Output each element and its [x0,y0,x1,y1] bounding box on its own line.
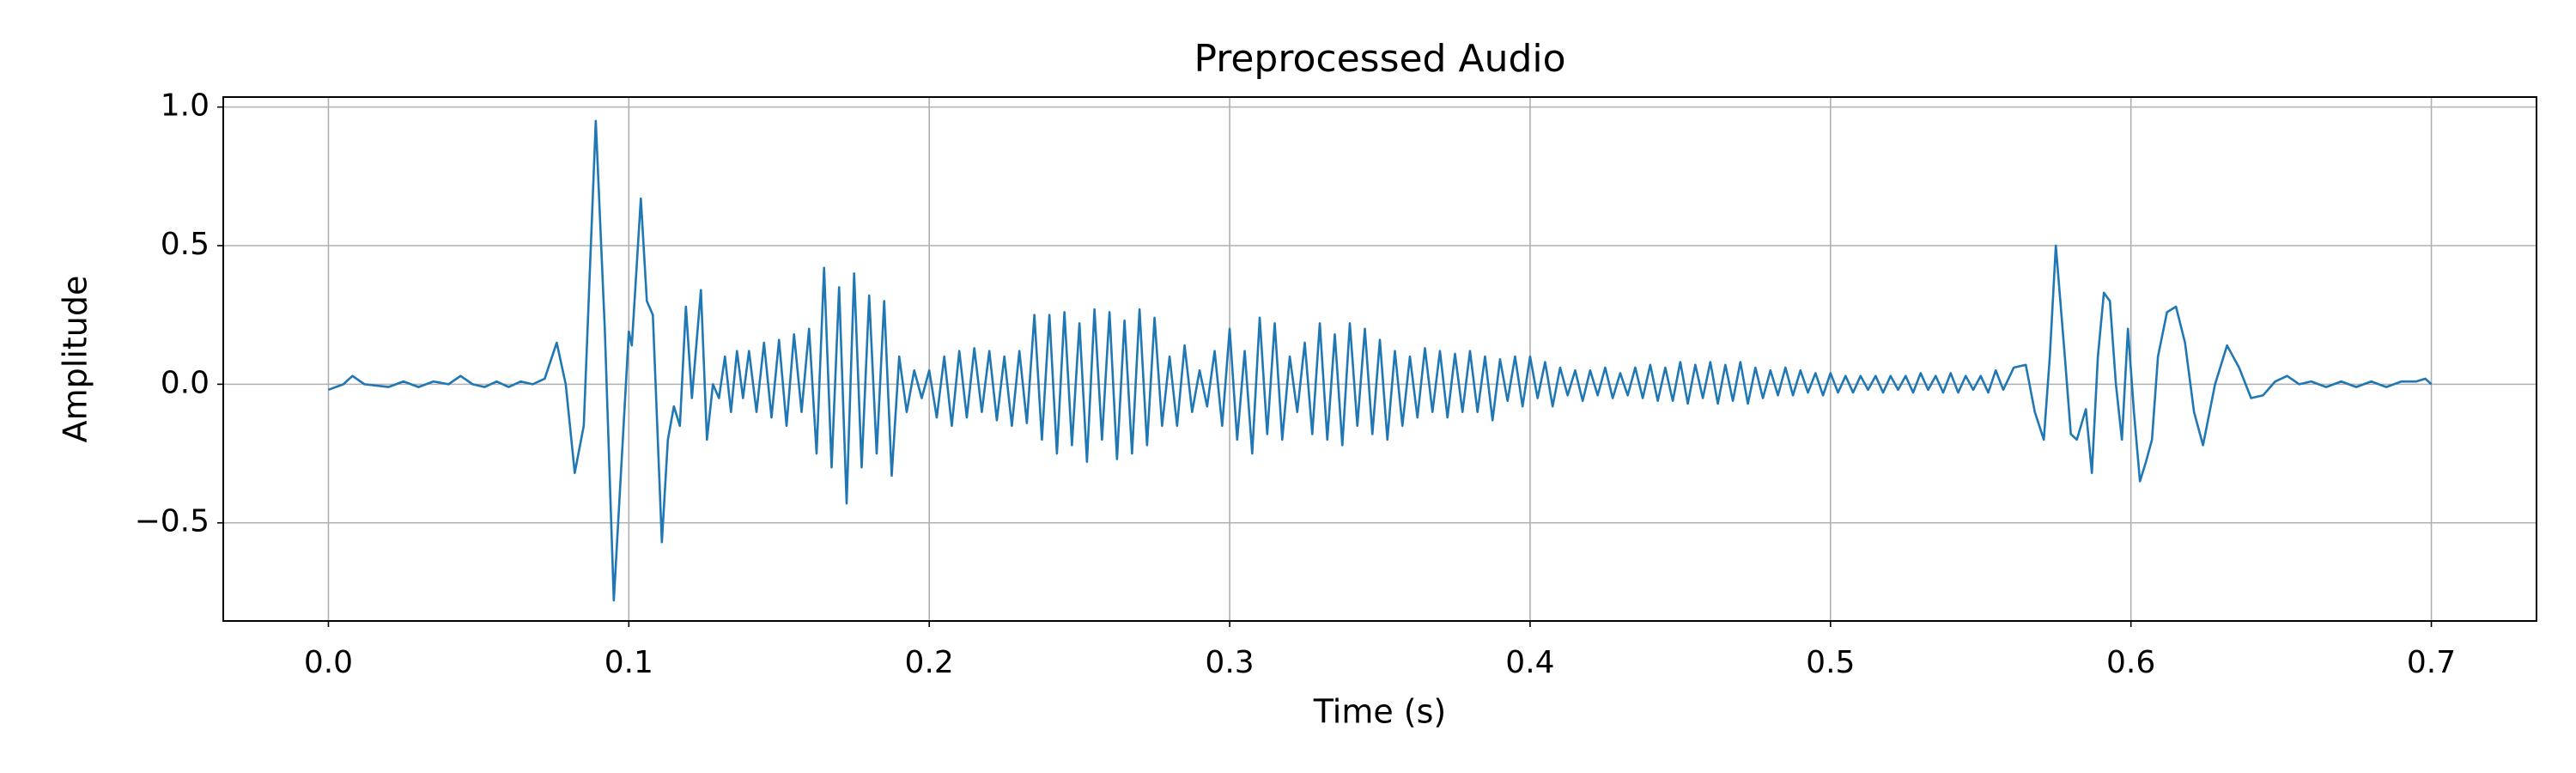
x-tick-label: 0.3 [1205,645,1254,680]
x-axis-label: Time (s) [1313,693,1447,731]
x-tick-label: 0.2 [905,645,954,680]
y-axis-label: Amplitude [57,276,94,443]
x-tick-label: 0.4 [1505,645,1554,680]
x-tick-label: 0.7 [2407,645,2456,680]
y-tick-label: 0.5 [161,227,210,262]
y-tick-label: 0.0 [161,365,210,400]
x-tick-label: 0.1 [605,645,653,680]
chart-title: Preprocessed Audio [1194,37,1565,81]
y-tick-label: 1.0 [161,88,210,124]
x-tick-label: 0.5 [1806,645,1855,680]
y-tick-label: −0.5 [135,504,210,539]
plot-frame [222,96,2537,622]
waveform-line [327,119,2433,602]
x-tick-label: 0.0 [304,645,353,680]
x-tick-label: 0.6 [2106,645,2155,680]
